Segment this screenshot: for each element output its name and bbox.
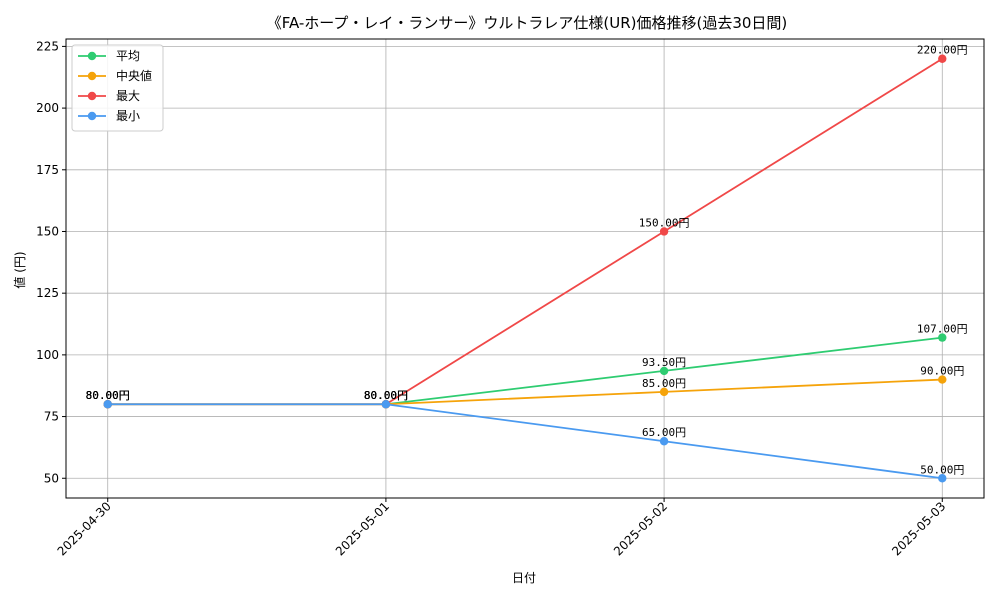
legend-label: 最大 bbox=[116, 89, 140, 103]
data-label: 80.00円 bbox=[86, 389, 130, 402]
x-axis-title: 日付 bbox=[512, 571, 536, 585]
x-tick-label: 2025-04-30 bbox=[55, 499, 114, 558]
data-label: 80.00円 bbox=[364, 389, 408, 402]
plot-frame bbox=[65, 38, 985, 499]
x-tick-label: 2025-05-02 bbox=[611, 499, 670, 558]
data-label: 65.00円 bbox=[642, 426, 686, 439]
data-label: 93.50円 bbox=[642, 356, 686, 369]
legend-box bbox=[71, 44, 164, 132]
data-point bbox=[938, 474, 947, 483]
legend-label: 平均 bbox=[116, 49, 140, 63]
x-tick-label: 2025-05-03 bbox=[889, 499, 948, 558]
data-label: 220.00円 bbox=[917, 44, 968, 57]
chart-title: 《FA-ホープ・レイ・ランサー》ウルトラレア仕様(UR)価格推移(過去30日間) bbox=[267, 14, 788, 32]
legend-label: 中央値 bbox=[116, 68, 152, 83]
data-label: 107.00円 bbox=[917, 323, 968, 336]
legend-marker bbox=[87, 71, 97, 81]
data-point bbox=[659, 437, 669, 446]
y-tick-label: 200 bbox=[36, 101, 59, 115]
data-label: 80.00円 bbox=[86, 389, 130, 402]
data-label: 80.00円 bbox=[364, 389, 408, 402]
y-tick-label: 125 bbox=[36, 286, 59, 300]
series-layer bbox=[103, 54, 947, 483]
legend-marker bbox=[87, 91, 97, 101]
data-point bbox=[659, 387, 669, 397]
data-point bbox=[381, 400, 391, 409]
y-tick-label: 75 bbox=[44, 410, 59, 424]
series-line bbox=[107, 336, 943, 406]
legend-marker bbox=[87, 111, 97, 121]
x-tick-label: 2025-05-01 bbox=[333, 499, 392, 558]
data-label: 150.00円 bbox=[639, 216, 690, 229]
data-label: 80.00円 bbox=[86, 389, 130, 402]
y-tick-label: 225 bbox=[36, 39, 59, 53]
data-point bbox=[659, 366, 669, 376]
data-label: 85.00円 bbox=[642, 377, 686, 390]
data-point bbox=[103, 400, 112, 409]
data-label: 90.00円 bbox=[920, 365, 964, 378]
data-label: 80.00円 bbox=[364, 389, 408, 402]
legend-marker bbox=[87, 51, 97, 61]
data-point bbox=[938, 333, 947, 342]
legend-label: 最小 bbox=[116, 109, 140, 123]
series-line bbox=[107, 378, 943, 406]
grid bbox=[66, 39, 984, 498]
data-point bbox=[938, 375, 947, 384]
y-tick-label: 100 bbox=[36, 348, 59, 362]
y-tick-label: 150 bbox=[36, 224, 59, 238]
y-tick-label: 50 bbox=[44, 471, 59, 485]
axes: 50 75 100 125 150 175 200 225 2025-04-30 2025-05-… bbox=[36, 38, 985, 558]
y-tick-label: 175 bbox=[36, 163, 59, 177]
y-axis-title: 値 (円) bbox=[12, 251, 27, 288]
data-label: 80.00円 bbox=[364, 389, 408, 402]
data-label: 80.00円 bbox=[86, 389, 130, 402]
series-line bbox=[107, 403, 943, 480]
data-point bbox=[659, 227, 669, 236]
series-3 bbox=[103, 400, 947, 483]
data-label: 50.00円 bbox=[920, 463, 964, 476]
data-point bbox=[938, 54, 947, 63]
